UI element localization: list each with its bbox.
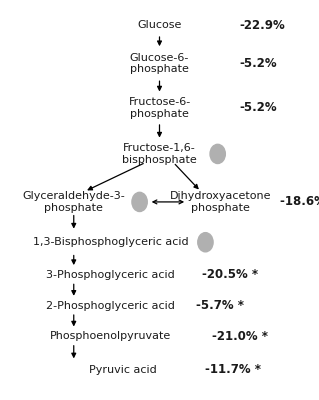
Text: -18.6% *: -18.6% * [280, 196, 319, 208]
Text: Fructose-1,6-
bisphosphate: Fructose-1,6- bisphosphate [122, 143, 197, 165]
Circle shape [210, 144, 225, 164]
Text: -5.2%: -5.2% [239, 57, 277, 70]
Circle shape [198, 233, 213, 252]
Text: -22.9%: -22.9% [239, 19, 285, 32]
Text: Glucose: Glucose [137, 20, 182, 30]
Text: Glucose-6-
phosphate: Glucose-6- phosphate [130, 53, 189, 74]
Text: 3-Phosphoglyceric acid: 3-Phosphoglyceric acid [46, 270, 175, 280]
Text: -5.7% *: -5.7% * [196, 299, 244, 312]
Text: Fructose-6-
phosphate: Fructose-6- phosphate [128, 97, 191, 119]
Text: -5.2%: -5.2% [239, 101, 277, 114]
Text: Dihydroxyacetone
phosphate: Dihydroxyacetone phosphate [170, 191, 271, 213]
Text: Pyruvic acid: Pyruvic acid [89, 365, 157, 375]
Text: -21.0% *: -21.0% * [211, 330, 268, 343]
Text: Glyceraldehyde-3-
phosphate: Glyceraldehyde-3- phosphate [22, 191, 125, 213]
Text: 2-Phosphoglyceric acid: 2-Phosphoglyceric acid [46, 301, 175, 310]
Text: Phosphoenolpyruvate: Phosphoenolpyruvate [50, 331, 171, 341]
Text: 1,3-Bisphosphoglyceric acid: 1,3-Bisphosphoglyceric acid [33, 237, 188, 247]
Circle shape [132, 192, 147, 212]
Text: -11.7% *: -11.7% * [205, 363, 262, 376]
Text: -20.5% *: -20.5% * [202, 268, 258, 281]
